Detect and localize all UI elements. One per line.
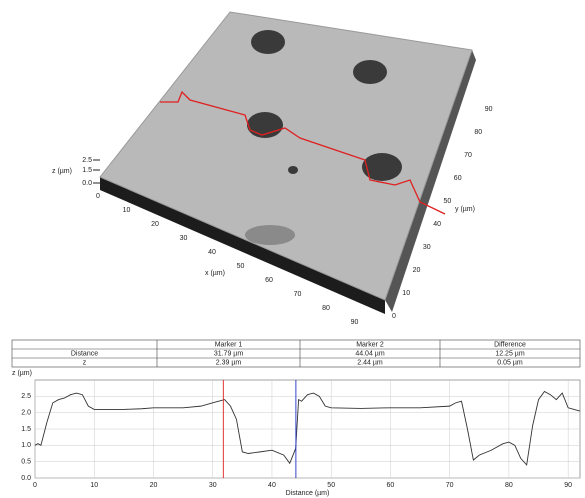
x-tick-label: 20 [150,482,158,489]
hole [288,166,298,174]
surface-top [100,12,472,300]
marker-table: Marker 1 Marker 2 Difference Distance 31.79 … [12,340,580,367]
table-cell: 2.44 µm [357,359,383,366]
table-cell: 2.39 µm [216,359,242,366]
debris [245,225,295,245]
surface-z-tick: 1.5 [82,167,92,174]
y-tick-label: 0.5 [21,459,31,466]
surface-y-tick: 40 [433,221,441,228]
y-tick-label: 2.5 [21,393,31,400]
z-axis-label: z (µm) [52,168,72,175]
surface-y-tick: 10 [402,290,410,297]
y-tick-label: 1.0 [21,442,31,449]
figure: z (µm) x (µm) y (µm) Marker 1 Marker 2 Dif… [0,0,585,498]
y-tick-label: 2.0 [21,410,31,417]
surface-x-tick: 0 [96,193,100,200]
surface-x-tick: 70 [294,291,302,298]
table-header: Difference [494,341,526,348]
y-tick-label: 1.5 [21,426,31,433]
y-axis-label: y (µm) [455,206,475,213]
profile-line [35,391,580,465]
hole [362,153,402,181]
profile-chart: 0.0 0.5 1.0 1.5 2.0 2.5 0 10 20 30 40 50 60 70 80 90 z (… [12,370,580,497]
table-cell: 44.04 µm [355,350,384,357]
y-tick-label: 0.0 [21,475,31,482]
surface-x-tick: 20 [151,221,159,228]
surface-z-tick: 0.0 [82,180,92,187]
hole [353,60,387,84]
x-tick-label: 80 [505,482,513,489]
surface-x-tick: 90 [351,319,359,326]
surface-x-tick: 50 [237,263,245,270]
table-cell: Distance [71,350,98,357]
table-cell: 31.79 µm [214,350,243,357]
table-cell: 0.05 µm [497,359,523,366]
x-tick-label: 40 [268,482,276,489]
x-tick-label: 70 [446,482,454,489]
surface-x-tick: 40 [208,249,216,256]
surface-y-tick: 60 [454,175,462,182]
surface-y-tick: 50 [444,198,452,205]
surface-x-tick: 10 [123,207,131,214]
table-header: Marker 1 [215,341,243,348]
x-tick-label: 30 [209,482,217,489]
surface-y-tick: 80 [474,129,482,136]
surface-y-tick: 70 [464,152,472,159]
surface-y-tick: 0 [392,313,396,320]
hole [251,30,285,54]
x-tick-label: 50 [327,482,335,489]
table-cell: z [83,359,87,366]
surface-y-tick: 20 [413,267,421,274]
surface-x-tick: 60 [265,277,273,284]
x-tick-label: 0 [33,482,37,489]
table-header: Marker 2 [356,341,384,348]
surface-z-tick: 2.5 [82,157,92,164]
x-axis-label: Distance (µm) [286,490,330,497]
table-cell: 12.25 µm [495,350,524,357]
surface-y-tick: 90 [485,106,493,113]
x-tick-label: 10 [90,482,98,489]
y-axis-label: z (µm) [12,370,32,377]
x-axis-label: x (µm) [205,270,225,277]
surface-y-tick: 30 [423,244,431,251]
surface-x-tick: 30 [180,235,188,242]
x-tick-label: 90 [564,482,572,489]
x-tick-label: 60 [387,482,395,489]
surface-x-tick: 80 [322,305,330,312]
